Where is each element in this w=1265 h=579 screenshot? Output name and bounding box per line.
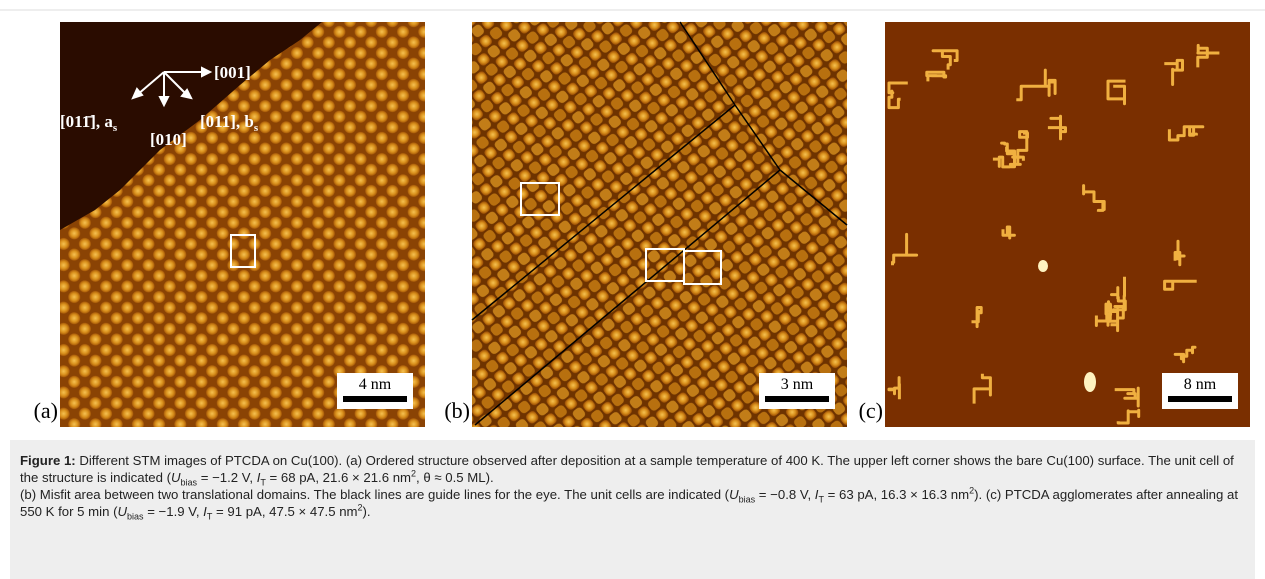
direction-text: [011], b (200, 112, 254, 131)
stm-image (885, 22, 1250, 427)
caption-text: U (171, 470, 181, 485)
caption-paragraph: Figure 1: Different STM images of PTCDA … (20, 452, 1245, 486)
cluster (1038, 260, 1048, 272)
caption-text: U (117, 504, 127, 519)
scale-bar (1168, 396, 1232, 402)
caption-text: bias (127, 512, 144, 522)
panel-label: (a) (34, 398, 58, 423)
direction-subscript: s (113, 122, 118, 134)
caption-text: ). (363, 504, 371, 519)
direction-text: [010] (150, 130, 187, 149)
caption-paragraph: (b) Misfit area between two translationa… (20, 486, 1245, 520)
caption-text: = −1.9 V, (144, 504, 204, 519)
caption-text: = 68 pA, 21.6 × 21.6 nm (266, 470, 411, 485)
scale-bar-label: 8 nm (1184, 376, 1217, 393)
caption-text: = −1.2 V, (197, 470, 257, 485)
caption-text: U (729, 487, 739, 502)
caption-text: bias (739, 495, 756, 505)
panel-a (60, 22, 425, 427)
direction-label: [011̄], as (60, 112, 118, 134)
scale-bar-label: 3 nm (781, 376, 814, 393)
panel-label: (c) (859, 398, 883, 423)
direction-label: [011], bs (200, 112, 259, 134)
direction-label: [001] (214, 63, 251, 82)
scale-bar (343, 396, 407, 402)
page: {"panels":[ {"label":"(a)","scale_bar":"… (0, 0, 1265, 579)
panel-c (885, 22, 1250, 427)
direction-text: [001] (214, 63, 251, 82)
scale-bar (765, 396, 829, 402)
direction-text: [011̄], a (60, 112, 113, 131)
direction-label: [010] (150, 130, 187, 149)
stm-image (472, 22, 847, 427)
caption-text: Figure 1: (20, 453, 76, 468)
caption: Figure 1: Different STM images of PTCDA … (10, 440, 1255, 579)
caption-text: (b) Misfit area between two translationa… (20, 487, 729, 502)
caption-text: = 91 pA, 47.5 × 47.5 nm (212, 504, 357, 519)
panel-b (472, 22, 847, 427)
panel-label: (b) (444, 398, 470, 423)
caption-text: = −0.8 V, (755, 487, 815, 502)
direction-subscript: s (254, 122, 259, 134)
cluster (1084, 372, 1096, 392)
scale-bar-label: 4 nm (359, 376, 392, 393)
caption-text: = 63 pA, 16.3 × 16.3 nm (824, 487, 969, 502)
caption-text: , θ ≈ 0.5 ML). (416, 470, 494, 485)
figure: (a)4 nm(b)3 nm(c)8 nm[001][011̄], as[010… (0, 0, 1265, 440)
